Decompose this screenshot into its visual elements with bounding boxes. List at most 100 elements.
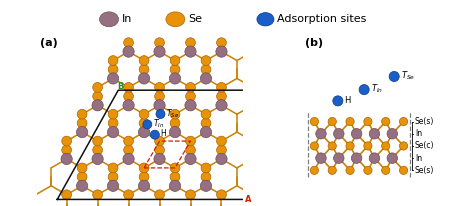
Circle shape [351,129,362,139]
Circle shape [124,82,134,92]
Circle shape [169,126,181,138]
Circle shape [77,109,87,119]
Circle shape [77,163,87,173]
Circle shape [108,172,118,182]
Text: H: H [161,129,166,138]
Circle shape [170,65,180,74]
Circle shape [92,100,103,111]
Circle shape [150,130,159,139]
Circle shape [217,145,227,155]
Circle shape [359,85,369,95]
Text: A: A [246,195,252,204]
Circle shape [154,100,165,111]
Circle shape [93,91,102,101]
Circle shape [364,142,372,150]
Circle shape [62,190,72,200]
Circle shape [186,91,195,101]
Circle shape [185,46,196,57]
Text: Adsorption sites: Adsorption sites [277,14,367,24]
Circle shape [186,82,195,92]
Circle shape [76,126,88,138]
Circle shape [334,153,344,163]
Circle shape [316,129,326,139]
Circle shape [201,73,211,84]
Circle shape [155,190,164,200]
Circle shape [201,126,211,138]
Circle shape [139,118,149,128]
Circle shape [108,109,118,119]
Circle shape [77,118,87,128]
Circle shape [108,180,118,191]
Circle shape [201,163,211,173]
Circle shape [333,96,343,106]
Circle shape [93,82,102,92]
Circle shape [138,73,150,84]
Circle shape [328,142,337,150]
Circle shape [77,172,87,182]
Circle shape [185,153,196,165]
Circle shape [201,56,211,66]
Text: Se: Se [189,14,203,24]
Circle shape [108,126,118,138]
Circle shape [216,46,227,57]
Circle shape [369,129,380,139]
Circle shape [364,117,372,126]
Circle shape [139,163,149,173]
Circle shape [156,110,165,118]
Circle shape [124,136,134,146]
Circle shape [387,129,398,139]
Text: $T_{Se}$: $T_{Se}$ [401,69,415,82]
Text: $T_{In}$: $T_{In}$ [371,83,383,95]
Circle shape [155,38,164,48]
Circle shape [201,109,211,119]
Circle shape [100,12,118,27]
Circle shape [185,100,196,111]
Circle shape [124,145,134,155]
Circle shape [217,91,227,101]
Circle shape [216,153,227,165]
Circle shape [108,163,118,173]
Circle shape [155,145,164,155]
Circle shape [364,166,372,174]
Circle shape [139,56,149,66]
Circle shape [328,166,337,174]
Circle shape [369,153,380,163]
Circle shape [346,166,354,174]
Circle shape [201,172,211,182]
Circle shape [62,145,72,155]
Circle shape [310,117,319,126]
Circle shape [139,65,149,74]
Circle shape [108,65,118,74]
Circle shape [154,46,165,57]
Text: $T_{Se}$: $T_{Se}$ [166,107,179,119]
Circle shape [62,136,72,146]
Circle shape [155,82,164,92]
Circle shape [382,142,390,150]
Circle shape [346,142,354,150]
Circle shape [123,46,134,57]
Circle shape [138,180,150,191]
Circle shape [257,13,274,26]
Circle shape [93,190,102,200]
Circle shape [154,153,165,165]
Circle shape [170,172,180,182]
Text: $T_{In}$: $T_{In}$ [153,117,164,130]
Circle shape [143,120,152,129]
Circle shape [316,153,326,163]
Text: Se(s): Se(s) [415,166,434,175]
Circle shape [108,73,118,84]
Circle shape [201,118,211,128]
Text: (b): (b) [305,37,323,48]
Text: Se(c): Se(c) [415,142,434,150]
Circle shape [400,166,408,174]
Circle shape [389,71,399,82]
Text: B: B [117,82,124,91]
Circle shape [382,117,390,126]
Text: In: In [122,14,133,24]
Circle shape [124,91,134,101]
Circle shape [170,163,180,173]
Circle shape [138,126,150,138]
Circle shape [351,153,362,163]
Circle shape [217,38,227,48]
Circle shape [61,153,72,165]
